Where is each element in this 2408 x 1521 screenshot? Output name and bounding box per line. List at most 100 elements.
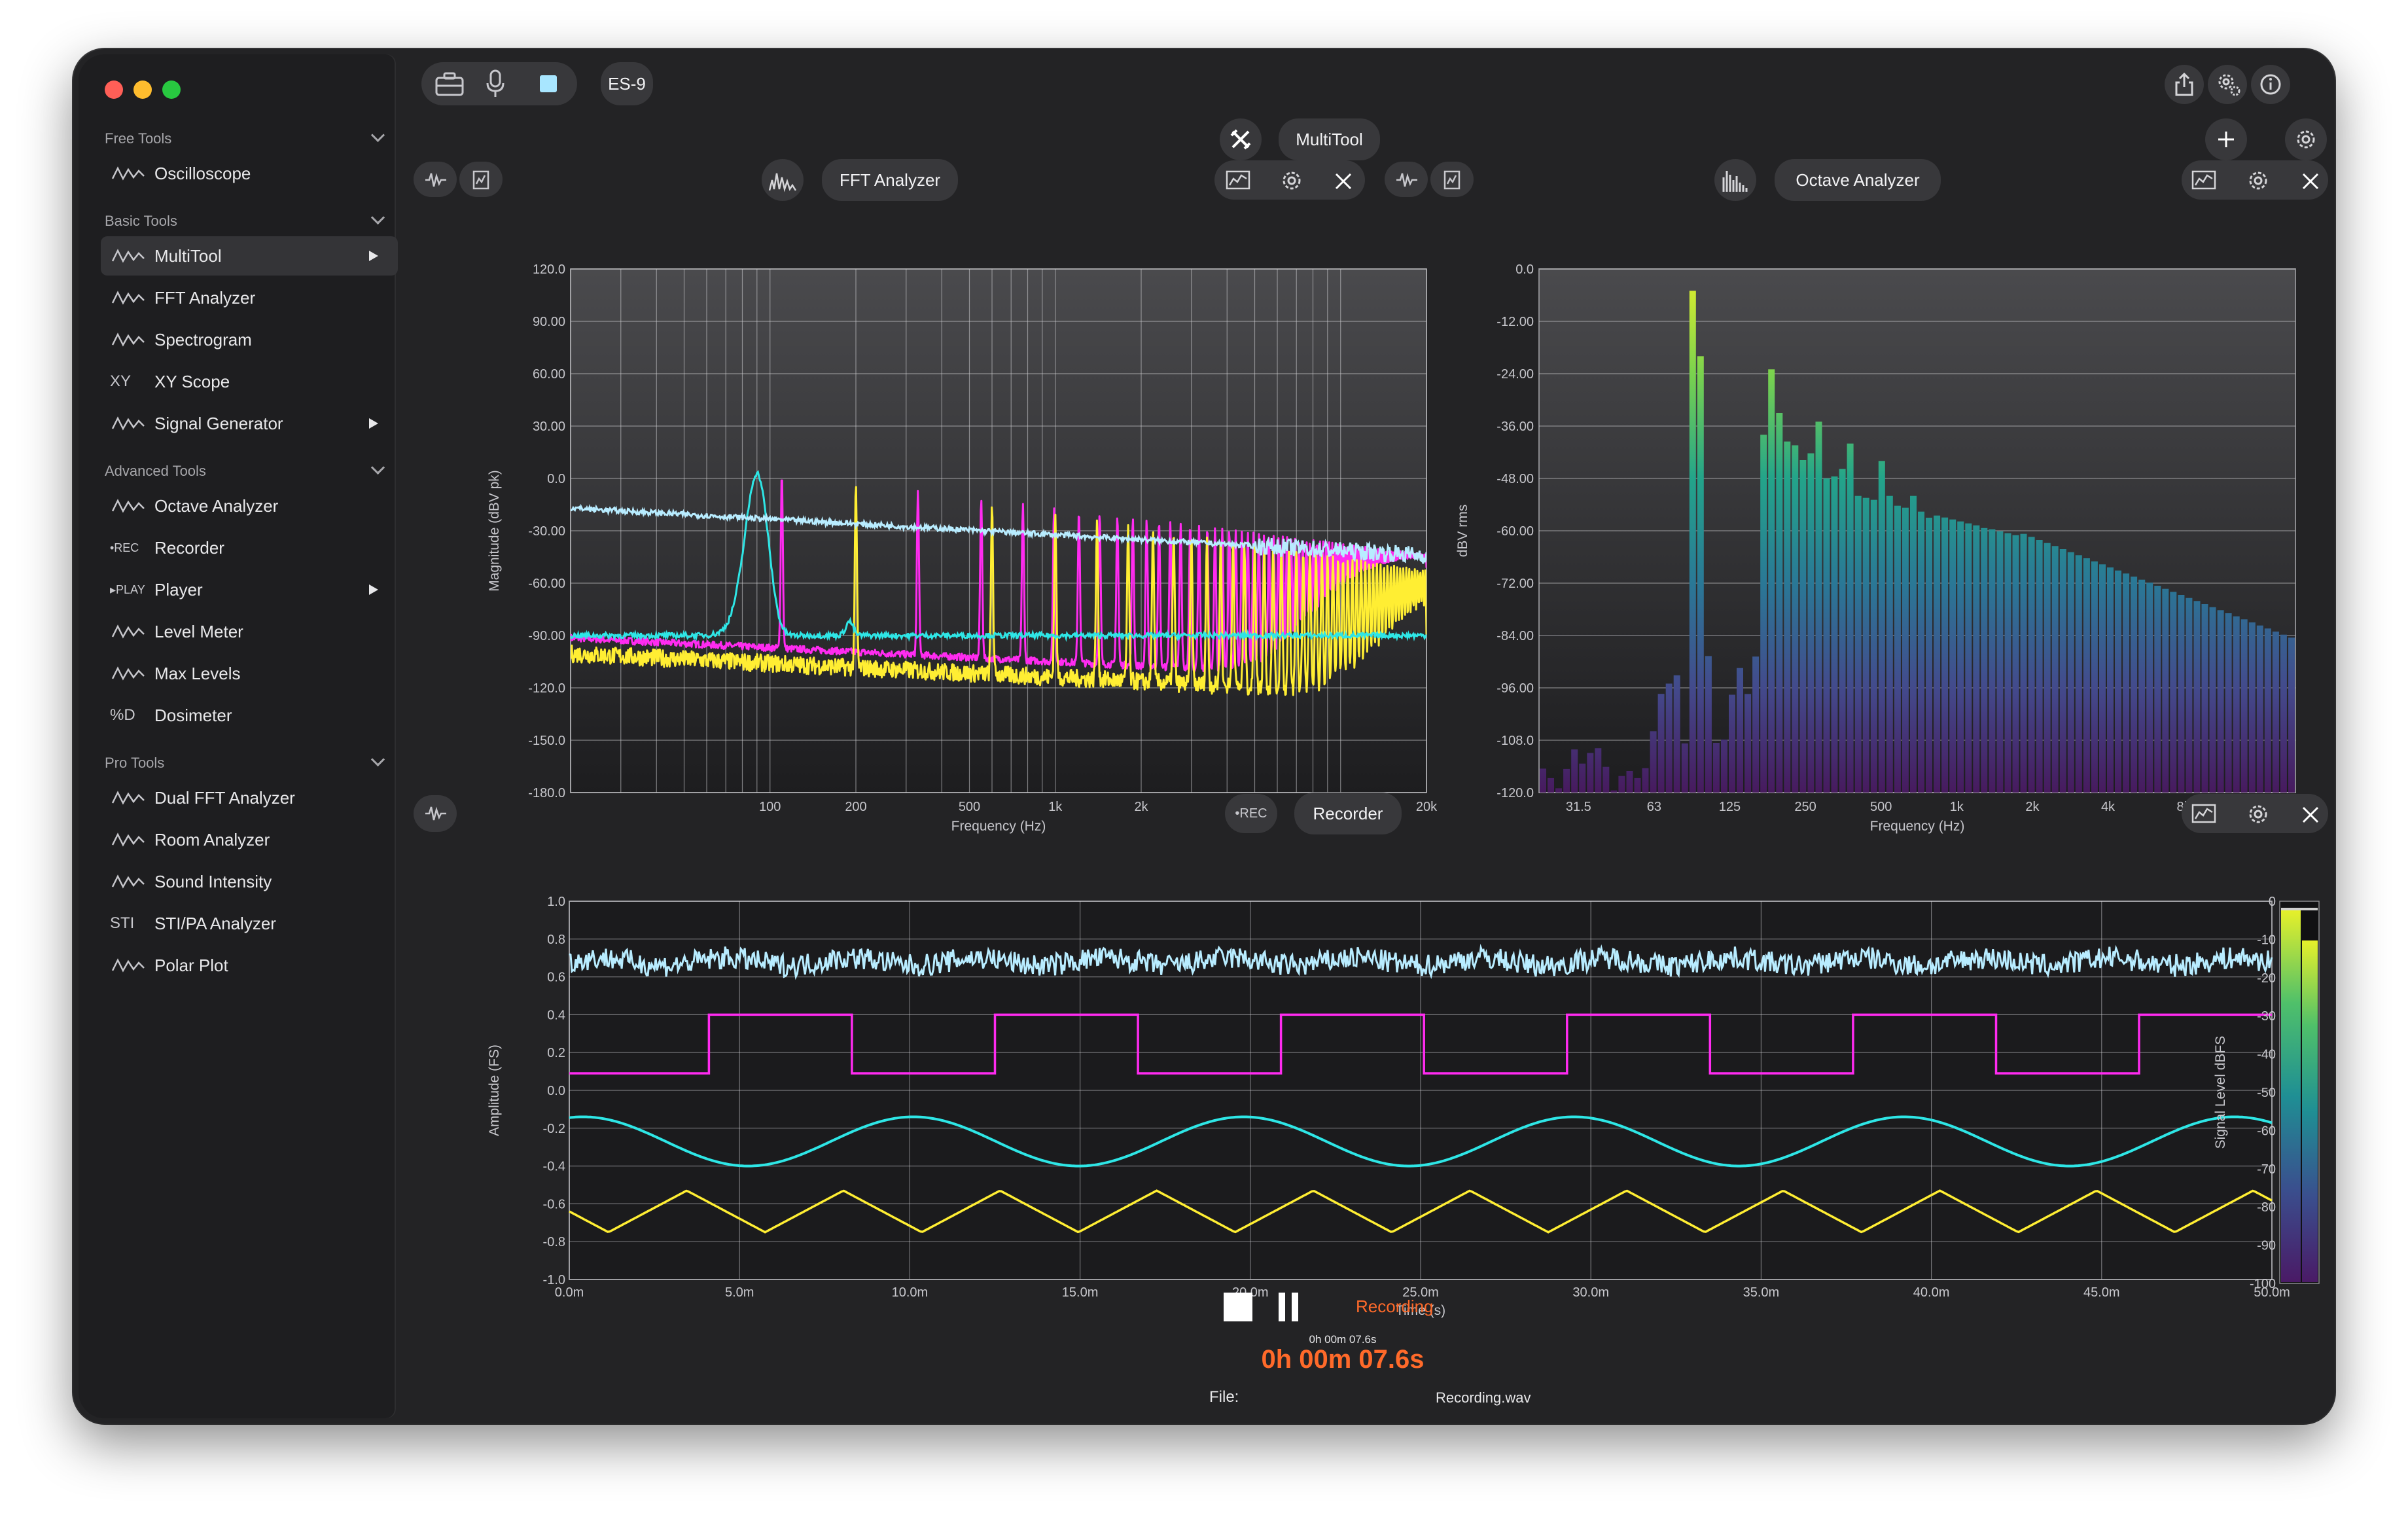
sidebar-item-room-analyzer[interactable]: Room Analyzer (101, 820, 398, 859)
octave-bar (2004, 533, 2011, 793)
octave-bar (1878, 461, 1885, 793)
meter-tick-label: -50 (2257, 1086, 2276, 1100)
stop-record-button[interactable] (1224, 1293, 1252, 1321)
octave-bar (2248, 622, 2256, 793)
octave-ytick-label: -12.00 (1496, 315, 1534, 329)
octave-bar (1784, 441, 1791, 793)
sidebar-item-label: Dual FFT Analyzer (154, 788, 295, 808)
toolbox-icon[interactable] (433, 70, 466, 98)
pause-icon (1279, 1293, 1285, 1321)
multitool-label[interactable]: MultiTool (1279, 118, 1380, 160)
fft-display-icon[interactable] (1225, 170, 1251, 190)
sidebar-item-oscilloscope[interactable]: Oscilloscope (101, 154, 398, 193)
sidebar-item-signal-generator[interactable]: Signal Generator (101, 404, 398, 443)
fft-ytick-label: -30.00 (528, 524, 565, 539)
sidebar-item-xy-scope[interactable]: XY XY Scope (101, 362, 398, 401)
sidebar-item-level-meter[interactable]: Level Meter (101, 612, 398, 651)
fft-ytick-label: -60.00 (528, 577, 565, 591)
octave-gear-icon[interactable] (2247, 170, 2269, 192)
sidebar-item-sti-pa-analyzer[interactable]: STI STI/PA Analyzer (101, 904, 398, 943)
octave-bar (2091, 561, 2098, 793)
octave-bar (2012, 535, 2019, 793)
sidebar-item-dual-fft-analyzer[interactable]: Dual FFT Analyzer (101, 778, 398, 817)
fft-xtick-label: 200 (845, 800, 866, 814)
close-window-button[interactable] (105, 81, 123, 99)
octave-bar (1894, 505, 1901, 793)
recorder-triangle-trace (569, 1189, 2273, 1234)
chevron-down-icon[interactable] (370, 752, 385, 767)
multitool-icon (1230, 129, 1251, 150)
octave-chart[interactable]: 0.0 -12.00 -24.00 -36.00 -48.00 -60.00 -72.00 -… (1382, 206, 2328, 848)
recorder-display-icon[interactable] (2191, 803, 2217, 824)
chevron-down-icon[interactable] (370, 460, 385, 475)
multitool-settings-button[interactable] (2285, 118, 2327, 160)
recorder-gear-icon[interactable] (2247, 803, 2269, 825)
octave-bar (1839, 469, 1846, 793)
octave-bar (2044, 543, 2051, 793)
microphone-icon[interactable] (484, 69, 506, 99)
chevron-down-icon[interactable] (370, 210, 385, 225)
minimize-window-button[interactable] (133, 81, 152, 99)
octave-display-icon[interactable] (2191, 170, 2217, 190)
octave-bar (1823, 478, 1830, 793)
sidebar-item-label: Dosimeter (154, 706, 232, 725)
section-header[interactable]: Advanced Tools (105, 463, 206, 479)
fft-title[interactable]: FFT Analyzer (822, 159, 958, 201)
recorder-ytick-label: -0.4 (543, 1160, 565, 1174)
octave-export-button[interactable] (1430, 162, 1474, 197)
octave-close-icon[interactable] (2301, 172, 2320, 190)
octave-bar (1705, 656, 1712, 793)
sidebar-item-player[interactable]: ▸PLAY Player (101, 570, 398, 609)
octave-bar (2233, 616, 2240, 793)
meter-tick-label: 0 (2269, 895, 2276, 909)
level-meter-icon (110, 621, 149, 642)
octave-ytick-label: -60.00 (1496, 524, 1534, 539)
sidebar-item-fft-analyzer[interactable]: FFT Analyzer (101, 278, 398, 317)
sidebar-item-label: STI/PA Analyzer (154, 914, 276, 933)
octave-bar (1618, 776, 1625, 793)
octave-title[interactable]: Octave Analyzer (1775, 159, 1941, 201)
sidebar-item-spectrogram[interactable]: Spectrogram (101, 320, 398, 359)
sidebar-item-octave-analyzer[interactable]: Octave Analyzer (101, 486, 398, 526)
octave-bar (1902, 507, 1909, 793)
chevron-down-icon[interactable] (370, 128, 385, 143)
recorder-chart[interactable]: 1.0 0.8 0.6 0.4 0.2 0.0 -0.2 -0.4 -0.6 -0.8 -1.00.… (414, 841, 2298, 1332)
sidebar-item-polar-plot[interactable]: Polar Plot (101, 946, 398, 985)
fft-yaxis-title: Magnitude (dBV pk) (487, 470, 502, 592)
sidebar-item-max-levels[interactable]: Max Levels (101, 654, 398, 693)
section-header[interactable]: Basic Tools (105, 213, 177, 229)
recorder-xaxis-title: Time (s) (1396, 1303, 1445, 1318)
recorder-close-icon[interactable] (2301, 806, 2320, 824)
octave-bar (1886, 495, 1893, 793)
recorder-tag[interactable]: •REC (1225, 794, 1277, 833)
octave-bar (1737, 668, 1743, 793)
octave-bar (2272, 632, 2279, 793)
octave-bar (2240, 619, 2248, 793)
stop-icon[interactable] (540, 75, 557, 92)
app-window: Free Tools Oscilloscope Basic Tools MultiTo… (73, 49, 2335, 1423)
polar-plot-icon (110, 955, 149, 976)
sidebar-item-sound-intensity[interactable]: Sound Intensity (101, 862, 398, 901)
signal-level-meter: 0 -10 -20 -30 -40 -50 -60 -70 -80 -90 -100 Signal L… (2213, 895, 2320, 1291)
play-arrow-icon[interactable] (369, 251, 378, 261)
recorder-title[interactable]: Recorder (1294, 793, 1402, 834)
fft-close-icon[interactable] (1334, 172, 1353, 190)
fft-gear-icon[interactable] (1281, 170, 1303, 192)
octave-ytick-label: 0.0 (1515, 262, 1534, 277)
fft-traces (571, 470, 1426, 696)
sidebar-item-multitool[interactable]: MultiTool (101, 236, 398, 276)
play-arrow-icon[interactable] (369, 584, 378, 595)
fft-export-button[interactable] (459, 162, 503, 197)
section-header[interactable]: Free Tools (105, 130, 172, 147)
octave-tool-icon-button[interactable] (1714, 159, 1756, 201)
section-header[interactable]: Pro Tools (105, 755, 165, 771)
sidebar-item-dosimeter[interactable]: %D Dosimeter (101, 696, 398, 735)
zoom-window-button[interactable] (162, 81, 181, 99)
device-selector[interactable]: ES-9 (601, 62, 653, 105)
octave-bar (1776, 413, 1783, 793)
pause-button[interactable] (1279, 1293, 1298, 1321)
octave-bar (1548, 778, 1554, 793)
sidebar-item-recorder[interactable]: •REC Recorder (101, 528, 398, 567)
fft-chart[interactable]: 120.0 90.00 60.00 30.00 0.0 -30.00 -60.00 -90.0… (414, 206, 1467, 848)
play-arrow-icon[interactable] (369, 418, 378, 429)
